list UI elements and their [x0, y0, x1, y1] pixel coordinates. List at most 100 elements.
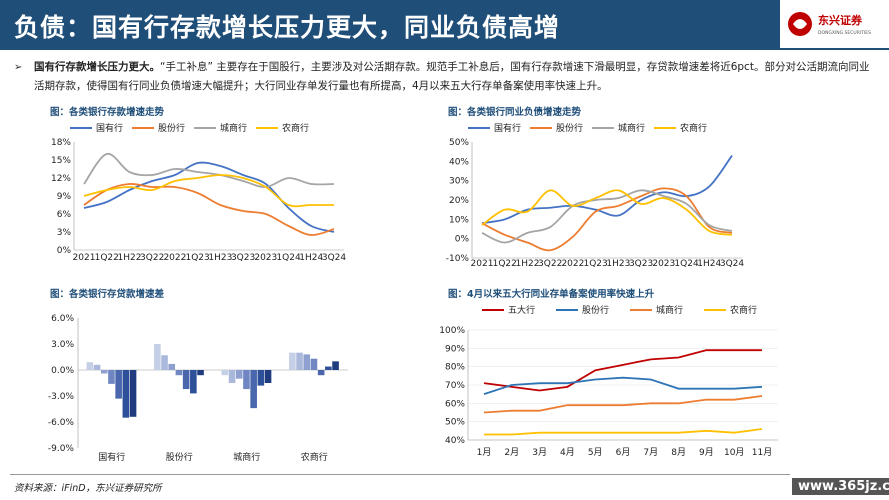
- y-tick-label: -3.0%: [48, 392, 75, 402]
- series-line-1: [481, 187, 733, 252]
- x-tick-label: 3Q23: [629, 259, 653, 269]
- chart1-title: 图：各类银行存款增速走势: [50, 107, 165, 118]
- x-tick-label: 1H22: [515, 259, 539, 269]
- x-tick-label: 3Q22: [538, 259, 562, 269]
- footer-divider: [10, 474, 790, 475]
- y-tick-label: -6.0%: [48, 418, 75, 428]
- x-tick-label: 3Q24: [720, 259, 745, 269]
- bar: [250, 370, 257, 409]
- watermark: www.365jz.com: [792, 478, 889, 495]
- bar: [108, 370, 115, 384]
- x-tick-label: 3Q24: [322, 253, 347, 263]
- x-tick-label: 1Q24: [674, 259, 699, 269]
- logo-cn-text: 东兴证券: [818, 13, 863, 27]
- legend-label: 城商行: [656, 304, 683, 316]
- y-tick-label: 18%: [51, 138, 71, 148]
- x-tick-label: 2023: [254, 253, 277, 263]
- logo-swirl-icon: [793, 19, 807, 29]
- x-tick-label: 股份行: [166, 451, 193, 463]
- series-line-2: [483, 395, 763, 414]
- y-tick-label: 30%: [449, 177, 469, 187]
- y-tick-label: 12%: [51, 174, 71, 184]
- y-tick-label: 50%: [445, 418, 465, 428]
- page-title: 负债：国有行存款增长压力更大，同业负债高增: [14, 13, 561, 42]
- x-tick-label: 6月: [616, 447, 631, 458]
- x-tick-label: 3Q22: [140, 253, 164, 263]
- series-line-0: [481, 155, 733, 225]
- y-tick-label: 0%: [57, 246, 72, 256]
- x-tick-label: 2022: [561, 259, 584, 269]
- bar: [190, 370, 197, 394]
- bar: [93, 364, 101, 370]
- bar: [197, 370, 204, 376]
- y-tick-label: 3.0%: [51, 340, 74, 350]
- legend-label: 五大行: [508, 304, 535, 316]
- x-tick-label: 1H24: [697, 259, 721, 269]
- bar: [86, 362, 94, 370]
- legend-label: 城商行: [618, 122, 645, 134]
- bullet-headline: 国有行存款增长压力更大。: [34, 61, 160, 73]
- legend-label: 股份行: [556, 122, 583, 134]
- series-line-1: [83, 183, 335, 236]
- bar: [264, 370, 272, 383]
- x-tick-label: 4月: [560, 447, 575, 458]
- series-line-0: [483, 349, 762, 392]
- bar: [317, 370, 325, 376]
- chart4-title: 图：4月以来五大行同业存单备案使用率快速上升: [448, 289, 655, 300]
- series-line-3: [83, 174, 334, 208]
- x-tick-label: 国有行: [98, 451, 125, 463]
- x-tick-label: 2022: [163, 253, 186, 263]
- x-tick-label: 1Q23: [584, 259, 608, 269]
- bar: [228, 370, 236, 383]
- y-tick-label: 15%: [51, 156, 71, 166]
- bar: [332, 361, 339, 370]
- y-tick-label: 6.0%: [51, 314, 74, 324]
- series-line-2: [83, 153, 335, 188]
- x-tick-label: 1Q24: [276, 253, 301, 263]
- x-tick-label: 11月: [752, 447, 772, 458]
- y-tick-label: 40%: [445, 436, 465, 446]
- x-tick-label: 5月: [588, 447, 603, 458]
- y-tick-label: -9.0%: [48, 444, 75, 454]
- bar: [129, 370, 137, 417]
- series-line-2: [481, 189, 733, 244]
- y-tick-label: 0%: [455, 235, 470, 245]
- deposit-loan-gap-bar-chart: -9.0% -6.0% -3.0% 0.0% 3.0% 6.0% 国有行 股份行 城商行 农商行: [48, 314, 348, 463]
- series-line-3: [481, 189, 733, 236]
- y-tick-label: -10%: [446, 254, 470, 264]
- x-tick-label: 2021: [471, 259, 494, 269]
- y-tick-label: 6%: [57, 210, 72, 220]
- source-note: 资料来源：iFinD，东兴证券研究所: [14, 483, 162, 494]
- x-tick-label: 1H24: [299, 253, 323, 263]
- legend-label: 农商行: [282, 122, 309, 134]
- bullet-arrow-icon: ➢: [14, 62, 23, 73]
- x-tick-label: 8月: [671, 447, 686, 458]
- x-tick-label: 1Q22: [95, 253, 119, 263]
- y-tick-label: 10%: [449, 215, 469, 225]
- bar: [296, 352, 303, 370]
- bar: [310, 358, 318, 370]
- x-tick-label: 城商行: [233, 451, 260, 463]
- y-tick-label: 50%: [449, 138, 469, 148]
- bar: [221, 370, 229, 376]
- x-tick-label: 10月: [724, 447, 744, 458]
- x-tick-label: 7月: [643, 447, 658, 458]
- y-tick-label: 100%: [439, 326, 465, 336]
- logo-en-text: DONGXING SECURITIES: [818, 30, 871, 36]
- series-line-0: [83, 161, 335, 233]
- y-tick-label: 40%: [449, 157, 469, 167]
- bar: [100, 370, 108, 374]
- bullet-body: “手工补息” 主要存在于国股行，主要涉及对公活期存款。规范手工补息后，国有行存款…: [34, 61, 870, 92]
- x-tick-label: 1Q23: [186, 253, 210, 263]
- x-tick-label: 9月: [699, 447, 714, 458]
- bar: [243, 370, 250, 390]
- x-tick-label: 1Q22: [493, 259, 517, 269]
- summary-bullet: ➢ 国有行存款增长压力更大。“手工补息” 主要存在于国股行，主要涉及对公活期存款…: [14, 58, 876, 96]
- bar: [182, 370, 190, 390]
- series-line-3: [484, 428, 763, 436]
- legend-label: 农商行: [680, 122, 707, 134]
- y-tick-label: 80%: [445, 363, 465, 373]
- x-tick-label: 2021: [73, 253, 96, 263]
